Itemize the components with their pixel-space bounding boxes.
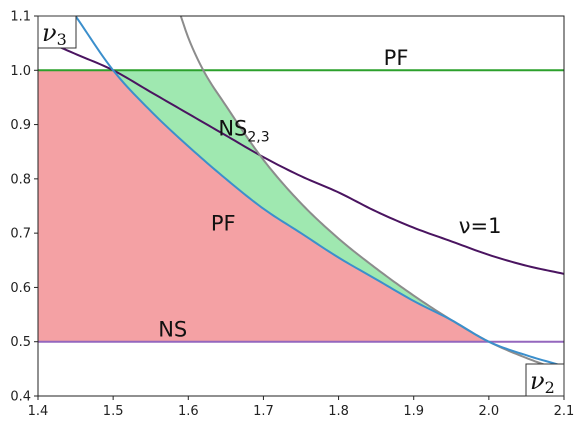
axis-ticks: 1.4 1.5 1.6 1.7 1.8 1.9 2.0 2.1 0.4 0.5 0.6 0.7 0.8 0…: [10, 10, 574, 420]
x-tick-label: 2.0: [479, 404, 500, 419]
region-red: [38, 70, 489, 342]
x-tick-label: 1.8: [328, 404, 349, 419]
y-tick-label: 1.0: [10, 64, 31, 79]
curves: [38, 16, 564, 373]
nu1-curve: [38, 36, 564, 275]
x-tick-label: 2.1: [554, 404, 575, 419]
x-tick-label: 1.7: [253, 404, 274, 419]
x-tick-label: 1.5: [103, 404, 124, 419]
y-tick-label: 1.1: [10, 10, 31, 25]
x-axis-label-base: ν: [530, 367, 545, 395]
y-tick-label: 0.6: [10, 281, 31, 296]
x-axis-label: ν2: [525, 363, 565, 397]
y-tick-label: 0.4: [10, 390, 31, 405]
x-axis-label-sub: 2: [545, 378, 555, 397]
y-axis-label: ν3: [37, 15, 77, 49]
pf-curve: [74, 16, 564, 368]
region-green: [113, 70, 489, 342]
y-tick-label: 0.5: [10, 335, 31, 350]
region-fills: [38, 70, 489, 342]
y-tick-label: 0.9: [10, 118, 31, 133]
y-axis-label-sub: 3: [57, 30, 67, 49]
y-tick-label: 0.7: [10, 227, 31, 242]
annotations: PF NS2,3 ν=1 PF NS: [158, 46, 501, 341]
ann-ns23: NS2,3: [218, 116, 269, 145]
x-tick-label: 1.4: [28, 404, 49, 419]
ann-nu1: ν=1: [459, 214, 502, 238]
x-tick-label: 1.9: [403, 404, 424, 419]
y-tick-label: 0.8: [10, 172, 31, 187]
ann-pf-top: PF: [384, 46, 409, 70]
svg-text:ν3: ν3: [42, 19, 67, 49]
svg-text:ν2: ν2: [530, 367, 555, 397]
ann-ns: NS: [158, 317, 187, 341]
x-tick-label: 1.6: [178, 404, 199, 419]
plot-frame: [37, 15, 565, 397]
y-axis-label-base: ν: [42, 19, 57, 47]
ann-pf-mid: PF: [211, 211, 236, 235]
